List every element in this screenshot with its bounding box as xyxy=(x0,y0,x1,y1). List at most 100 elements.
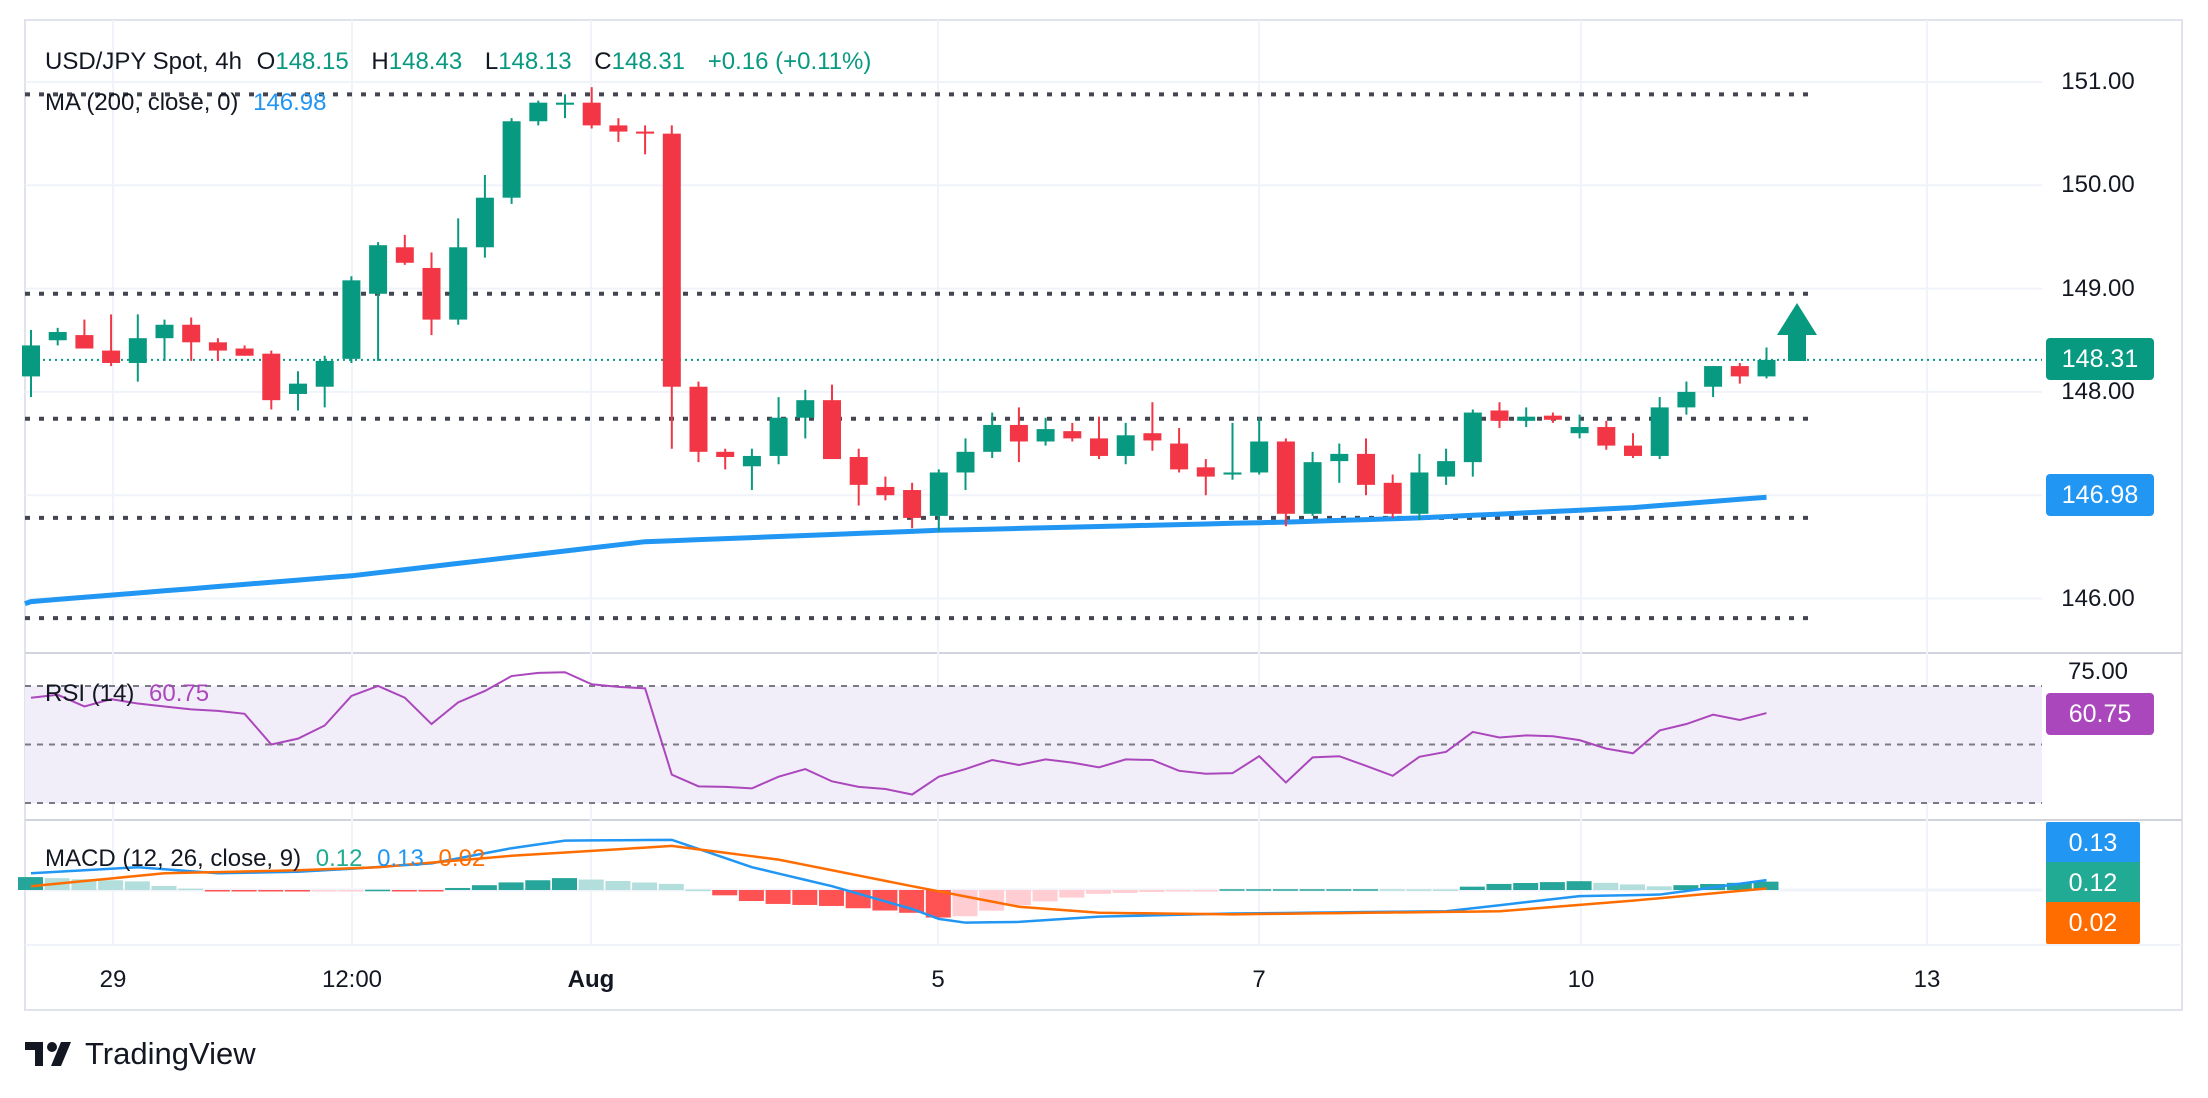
candle-up xyxy=(48,331,67,341)
macd-histogram-bar xyxy=(685,889,711,892)
candle-down xyxy=(1383,482,1402,514)
candle-down xyxy=(716,451,735,457)
macd-label: MACD (12, 26, close, 9) xyxy=(45,845,302,872)
candle-up xyxy=(1116,435,1135,456)
rsi-tick: 75.00 xyxy=(2067,658,2129,685)
macd-histogram-bar xyxy=(792,890,818,905)
symbol-legend: USD/JPY Spot, 4h O148.15 H148.43 L148.13… xyxy=(45,48,879,76)
signal-line xyxy=(30,844,1767,916)
rsi-tag: 60.75 xyxy=(2046,693,2154,735)
macd-histogram-bar xyxy=(1673,885,1699,890)
candle-down xyxy=(1357,453,1375,485)
candle-down xyxy=(662,133,681,387)
candle-up xyxy=(155,324,174,339)
low-value: 148.13 xyxy=(498,48,572,75)
candle-up xyxy=(369,245,388,294)
chart-frame xyxy=(24,19,2183,1011)
candle-down xyxy=(1090,438,1108,456)
price-tick: 149.00 xyxy=(2061,275,2135,302)
macd-hist-value: 0.12 xyxy=(315,845,363,872)
macd-signal-tag: 0.02 xyxy=(2046,902,2140,944)
macd-histogram-bar xyxy=(1139,890,1165,892)
macd-histogram-bar xyxy=(1406,889,1432,891)
candle-up xyxy=(1650,407,1669,456)
macd-histogram-bar xyxy=(738,890,764,902)
high-label: H xyxy=(371,48,389,75)
macd-histogram-bar xyxy=(204,890,230,892)
price-tick: 150.00 xyxy=(2061,171,2135,198)
macd-histogram-bar xyxy=(1112,890,1138,893)
macd-legend[interactable]: MACD (12, 26, close, 9) 0.12 0.13 0.02 xyxy=(45,845,493,873)
candle-up xyxy=(769,417,788,456)
macd-histogram-bar xyxy=(819,890,844,906)
rsi-line xyxy=(30,671,1767,796)
candle-down xyxy=(75,335,94,349)
candle-down xyxy=(636,131,655,134)
change-value: +0.16 (+0.11%) xyxy=(707,48,872,75)
ma200-line xyxy=(24,494,1767,607)
macd-histogram-bar xyxy=(1646,886,1672,890)
macd-histogram-bar xyxy=(365,889,391,892)
candle-up xyxy=(22,345,40,377)
macd-histogram-bar xyxy=(151,885,177,890)
macd-histogram-bar xyxy=(1299,889,1325,891)
macd-histogram-bar xyxy=(285,890,310,892)
candle-down xyxy=(422,267,441,320)
candle-up xyxy=(1223,472,1242,475)
macd-histogram-bar xyxy=(712,890,738,896)
open-label: O xyxy=(256,48,276,75)
candle-up xyxy=(1330,453,1349,462)
time-tick: 10 xyxy=(1567,966,1595,993)
macd-histogram-bar xyxy=(1353,889,1378,891)
candle-down xyxy=(235,348,254,356)
price-tick: 148.00 xyxy=(2061,378,2135,405)
time-tick: Aug xyxy=(567,966,615,993)
candle-down xyxy=(1490,410,1509,421)
macd-histogram-bar xyxy=(18,877,43,890)
candle-up xyxy=(929,472,948,516)
macd-histogram-bar xyxy=(1246,889,1272,891)
macd-histogram-bar xyxy=(605,881,631,890)
macd-histogram-bar xyxy=(1219,889,1245,891)
macd-histogram-bar xyxy=(578,879,604,890)
candle-down xyxy=(823,400,841,460)
macd-histogram-bar xyxy=(1726,882,1752,890)
candle-up xyxy=(1250,441,1269,473)
price-tick: 151.00 xyxy=(2061,68,2135,95)
time-tick: 29 xyxy=(99,966,127,993)
macd-histogram-bar xyxy=(552,878,577,890)
candle-down xyxy=(1063,431,1082,439)
candle-down xyxy=(609,125,628,132)
macd-histogram-bar xyxy=(925,890,951,918)
ma-label: MA (200, close, 0) xyxy=(45,89,239,116)
macd-histogram-bar xyxy=(1166,890,1192,892)
time-tick: 12:00 xyxy=(321,966,383,993)
candle-down xyxy=(1276,441,1295,514)
rsi-legend[interactable]: RSI (14) 60.75 xyxy=(45,680,217,708)
macd-histogram-bar xyxy=(391,890,417,892)
macd-histogram-bar xyxy=(1513,883,1539,890)
candle-up xyxy=(502,121,521,198)
candle-up xyxy=(556,102,574,105)
candle-up xyxy=(1677,391,1696,408)
macd-histogram-bar xyxy=(765,890,791,904)
candle-down xyxy=(903,490,922,518)
candle-down xyxy=(1196,467,1215,477)
macd-histogram-bar xyxy=(1086,890,1111,894)
candle-down xyxy=(849,456,868,485)
rsi-value: 60.75 xyxy=(149,680,210,707)
macd-histogram-bar xyxy=(1005,890,1031,906)
time-tick: 13 xyxy=(1913,966,1941,993)
symbol-title[interactable]: USD/JPY Spot, 4h xyxy=(45,48,242,75)
low-label: L xyxy=(484,48,499,75)
tradingview-logo[interactable]: TradingView xyxy=(25,1036,256,1072)
candle-up xyxy=(1463,412,1482,463)
candle-down xyxy=(1170,443,1189,470)
ma-legend[interactable]: MA (200, close, 0) 146.98 xyxy=(45,89,335,117)
candle-down xyxy=(208,342,227,351)
candle-down xyxy=(582,102,601,126)
macd-histogram-bar xyxy=(1459,886,1485,890)
macd-histogram-bar xyxy=(1539,882,1565,890)
